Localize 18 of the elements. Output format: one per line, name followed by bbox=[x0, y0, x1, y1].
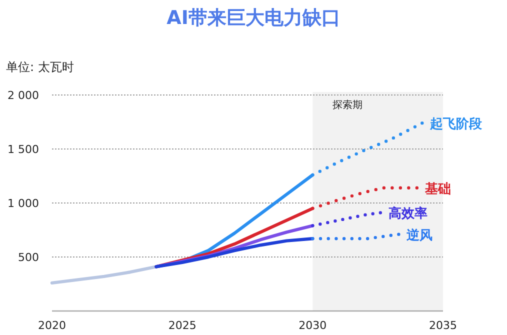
x-tick-label: 2035 bbox=[429, 319, 457, 332]
chart-title: AI带来巨大电力缺口 bbox=[166, 7, 340, 29]
x-tick-label: 2025 bbox=[168, 319, 196, 332]
y-tick-label: 2 000 bbox=[8, 89, 39, 102]
x-tick-label: 2020 bbox=[38, 319, 66, 332]
y-axis-title: 单位: 太瓦时 bbox=[6, 60, 74, 74]
y-tick-label: 500 bbox=[18, 251, 39, 264]
y-tick-label: 1 500 bbox=[8, 143, 39, 156]
line-series bbox=[50, 265, 158, 285]
x-tick-label: 2030 bbox=[298, 319, 327, 332]
series-label: 基础 bbox=[424, 182, 451, 197]
y-tick-label: 1 000 bbox=[8, 197, 39, 210]
series-label: 高效率 bbox=[388, 206, 428, 222]
line-series bbox=[154, 237, 314, 268]
line-series bbox=[311, 211, 382, 228]
series-label: 逆风 bbox=[406, 227, 433, 244]
series-label: 起飞阶段 bbox=[429, 117, 484, 132]
band-label: 探索期 bbox=[332, 99, 363, 111]
